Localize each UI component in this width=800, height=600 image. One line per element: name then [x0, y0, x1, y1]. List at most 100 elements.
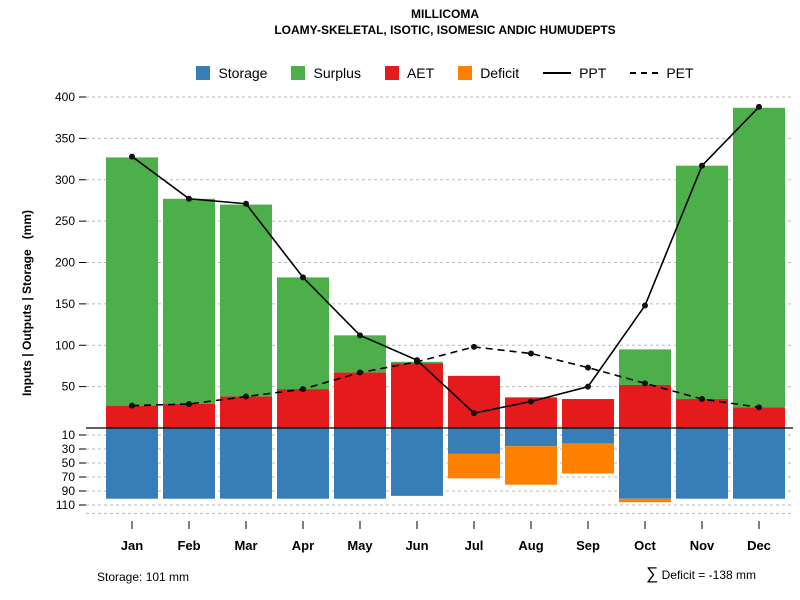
aet-bar-Jan: [106, 405, 158, 428]
chart-subtitle: LOAMY-SKELETAL, ISOTIC, ISOMESIC ANDIC H…: [274, 23, 616, 37]
legend-label-surplus: Surplus: [313, 65, 361, 81]
month-label-Jan: Jan: [121, 538, 143, 553]
aet-bar-Mar: [220, 396, 272, 428]
y-axis-title: Inputs | Outputs | Storage (mm): [20, 209, 34, 397]
deficit-bar-Aug: [505, 446, 557, 485]
aet-bar-Dec: [733, 407, 785, 428]
storage-bar-Nov: [676, 428, 728, 499]
ytick-upper-150-label: 150: [55, 297, 75, 311]
legend-item-storage: Storage: [196, 65, 267, 81]
storage-bar-Apr: [277, 428, 329, 499]
ppt-point-May: [357, 332, 363, 339]
ytick-upper-100-label: 100: [55, 338, 75, 352]
pet-point-Jan: [129, 402, 135, 409]
legend-label-pet: PET: [666, 65, 694, 81]
legend-label-storage: Storage: [218, 65, 268, 81]
pet-point-Aug: [528, 350, 534, 357]
month-label-Apr: Apr: [292, 538, 314, 553]
legend-item-surplus: Surplus: [291, 65, 361, 81]
legend-item-aet: AET: [384, 65, 435, 81]
storage-annotation: Storage: 101 mm: [97, 570, 190, 584]
storage-bar-Mar: [220, 428, 272, 499]
ytick-upper-400-label: 400: [55, 90, 75, 104]
month-label-Sep: Sep: [576, 538, 600, 553]
month-label-Aug: Aug: [518, 538, 543, 553]
deficit-bar-Oct: [619, 498, 671, 503]
ppt-line: [131, 106, 760, 414]
ytick-upper-300-label: 300: [55, 173, 75, 187]
pet-point-Feb: [186, 401, 192, 408]
deficit-annotation: ∑ Deficit = -138 mm: [646, 564, 756, 584]
legend: Storage Surplus AET Deficit PPT PET: [95, 60, 795, 86]
legend-item-deficit: Deficit: [458, 65, 519, 81]
legend-label-ppt: PPT: [579, 65, 607, 81]
ytick-upper-350-label: 350: [55, 131, 75, 145]
pet-point-Mar: [243, 393, 249, 400]
ytick-lower-110-label: 110: [56, 498, 75, 512]
surplus-bar-May: [334, 335, 386, 373]
deficit-text: Deficit = -138 mm: [658, 568, 756, 582]
storage-bar-Oct: [619, 428, 671, 499]
month-label-Nov: Nov: [690, 538, 715, 553]
ppt-point-Mar: [243, 200, 249, 207]
deficit-bar-Jul: [448, 453, 500, 479]
month-label-May: May: [347, 538, 373, 553]
storage-bar-Jan: [106, 428, 158, 499]
legend-label-aet: AET: [406, 65, 435, 81]
aet-bar-Jun: [391, 363, 443, 428]
month-label-Oct: Oct: [634, 538, 656, 553]
legend-item-ppt: PPT: [543, 65, 606, 81]
pet-point-May: [357, 369, 363, 376]
legend-item-pet: PET: [630, 65, 694, 81]
chart-title: MILLICOMA: [411, 7, 479, 21]
surplus-bar-Mar: [220, 204, 272, 397]
ytick-upper-250-label: 250: [55, 214, 75, 228]
aet-bar-Sep: [562, 399, 614, 428]
month-label-Jun: Jun: [405, 538, 428, 553]
legend-label-deficit: Deficit: [480, 65, 520, 81]
aet-bar-Apr: [277, 389, 329, 428]
sigma-symbol: ∑: [646, 564, 659, 583]
month-label-Jul: Jul: [465, 538, 484, 553]
pet-point-Oct: [642, 380, 648, 387]
ytick-lower-10-label: 10: [62, 428, 76, 442]
legend-swatch-pet: [630, 72, 659, 74]
month-label-Mar: Mar: [234, 538, 257, 553]
month-label-Dec: Dec: [747, 538, 771, 553]
aet-bar-Feb: [163, 404, 215, 428]
surplus-bar-Jan: [106, 157, 158, 406]
ytick-lower-90-label: 90: [62, 484, 76, 498]
ppt-point-Feb: [186, 195, 192, 202]
ytick-lower-50-label: 50: [62, 456, 76, 470]
legend-swatch-storage: [196, 66, 211, 80]
pet-point-Jul: [471, 343, 477, 350]
pet-point-Apr: [300, 386, 306, 393]
ppt-point-Oct: [642, 302, 648, 309]
pet-point-Sep: [585, 364, 591, 371]
aet-bar-May: [334, 372, 386, 428]
pet-point-Jun: [414, 358, 420, 365]
storage-bar-Jun: [391, 428, 443, 496]
legend-swatch-surplus: [291, 66, 306, 80]
storage-bar-Aug: [505, 428, 557, 447]
ppt-point-Apr: [300, 274, 306, 281]
ppt-point-Dec: [756, 103, 762, 110]
surplus-bar-Feb: [163, 198, 215, 405]
aet-bar-Nov: [676, 399, 728, 428]
legend-swatch-ppt: [543, 72, 572, 74]
ppt-point-Jan: [129, 153, 135, 160]
storage-bar-May: [334, 428, 386, 499]
ppt-point-Nov: [699, 162, 705, 169]
storage-bar-Jul: [448, 428, 500, 454]
surplus-bar-Apr: [277, 277, 329, 390]
ytick-lower-30-label: 30: [62, 442, 76, 456]
ytick-lower-70-label: 70: [62, 470, 76, 484]
ppt-point-Jul: [471, 410, 477, 417]
aet-bar-Oct: [619, 384, 671, 428]
legend-swatch-aet: [384, 66, 399, 80]
aet-bar-Jul: [448, 375, 500, 428]
surplus-bar-Oct: [619, 349, 671, 385]
storage-bar-Dec: [733, 428, 785, 499]
ppt-point-Aug: [528, 398, 534, 405]
ppt-point-Sep: [585, 383, 591, 390]
